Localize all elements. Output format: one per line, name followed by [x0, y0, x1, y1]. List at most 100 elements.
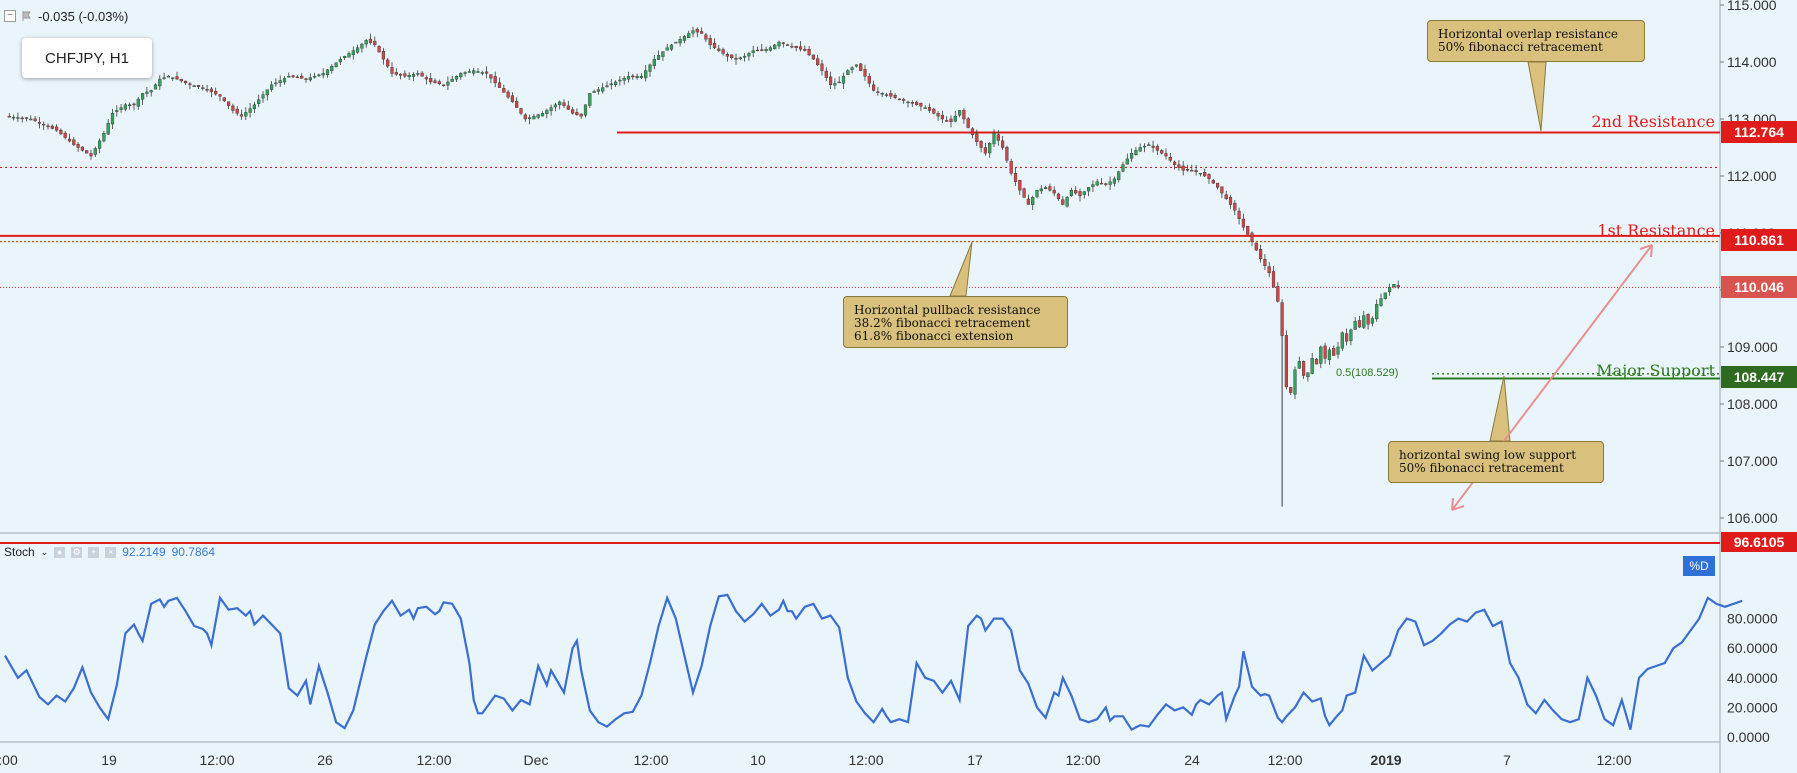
candle-body [635, 76, 639, 78]
price-tick-label: 112.000 [1727, 168, 1777, 184]
price-tick-label: 106.000 [1727, 510, 1778, 526]
candle-body [1319, 346, 1323, 364]
candle-body [63, 132, 67, 138]
candle-body [566, 105, 570, 110]
candle-body [1211, 180, 1215, 184]
candle-body [244, 112, 248, 117]
candle-body [915, 101, 919, 105]
time-tick-label: 12:00 [633, 752, 668, 768]
candle-body [24, 117, 29, 119]
candle-body [1379, 298, 1383, 306]
candle-body [1160, 150, 1164, 154]
candle-body [304, 78, 308, 80]
candle-body [321, 73, 325, 76]
candle-body [558, 101, 562, 106]
stoch-name[interactable]: Stoch [4, 545, 35, 559]
candle-body [489, 74, 493, 79]
candle-body [940, 115, 944, 120]
candle-body [1112, 178, 1116, 184]
candle-body [11, 116, 16, 119]
candle-body [751, 50, 755, 53]
candle-body [16, 117, 20, 119]
candle-body [669, 44, 674, 50]
candle-body [609, 83, 613, 86]
candle-body [859, 63, 863, 71]
candle-body [399, 73, 403, 76]
candle-body [829, 76, 833, 85]
candle-body [287, 76, 291, 78]
candle-body [876, 91, 880, 93]
candle-body [605, 85, 609, 88]
candle-body [442, 84, 446, 86]
candle-body [343, 56, 347, 58]
price-tag-first-resistance: 110.861 [1721, 229, 1797, 251]
candle-body [226, 101, 231, 106]
close-icon[interactable]: × [105, 546, 117, 558]
candle-body [626, 76, 631, 80]
candle-body [1142, 145, 1147, 148]
candle-body [540, 113, 545, 117]
candle-body [545, 110, 549, 114]
candle-body [356, 47, 360, 53]
candle-body [1276, 286, 1280, 302]
candle-body [394, 72, 398, 75]
candle-body [644, 70, 648, 79]
candle-body [1250, 232, 1254, 242]
candle-body [1375, 304, 1379, 320]
candle-body [850, 67, 854, 70]
eye-icon[interactable]: ● [54, 546, 66, 558]
candle-body [1056, 193, 1061, 199]
callout-pointer [1527, 61, 1547, 132]
candle-body [571, 109, 575, 114]
collapse-icon[interactable]: − [4, 10, 16, 22]
candle-body [188, 83, 192, 86]
candle-body [437, 81, 441, 85]
candle-body [523, 114, 527, 120]
candle-body [1039, 188, 1043, 192]
candle-body [872, 84, 876, 91]
candle-body [1306, 372, 1310, 378]
candle-body [996, 134, 1000, 141]
candle-body [261, 94, 265, 99]
candle-body [1013, 173, 1018, 182]
plus-icon[interactable]: + [88, 546, 100, 558]
first-resistance-label: 1st Resistance [1597, 221, 1715, 240]
price-change: -0.035 (-0.03%) [38, 8, 129, 24]
gear-icon[interactable]: ⚙ [71, 546, 83, 558]
candle-body [106, 123, 110, 135]
candle-body [562, 102, 566, 106]
flag-icon[interactable] [22, 11, 32, 21]
price-tick-label: 109.000 [1727, 339, 1778, 355]
candle-body [252, 104, 256, 110]
candle-body [364, 40, 368, 45]
candle-body [1117, 171, 1121, 180]
candle-body [317, 74, 321, 77]
candle-body [884, 94, 889, 96]
candle-body [1301, 361, 1306, 376]
candle-body [454, 76, 459, 80]
candle-body [1129, 152, 1134, 159]
candle-body [1190, 170, 1194, 172]
candle-body [183, 80, 188, 84]
candle-body [201, 87, 205, 89]
candle-body [691, 30, 695, 34]
candle-body [1344, 333, 1349, 342]
candle-body [115, 110, 119, 112]
candle-body [407, 75, 411, 78]
candle-body [97, 140, 102, 149]
candle-body [493, 76, 497, 84]
candle-body [760, 49, 764, 51]
candle-body [1125, 158, 1129, 165]
time-tick-label: :00 [0, 752, 18, 768]
time-tick-label: 12:00 [1065, 752, 1100, 768]
candle-body [265, 89, 269, 96]
stoch-d-line [4, 593, 1743, 732]
candle-body [368, 38, 373, 43]
chevron-down-icon[interactable]: ⌄ [40, 546, 49, 557]
price-tick-label: 107.000 [1727, 453, 1778, 469]
symbol-label[interactable]: CHFJPY, H1 [22, 38, 152, 78]
candle-body [1095, 181, 1099, 186]
candle-body [291, 75, 295, 78]
